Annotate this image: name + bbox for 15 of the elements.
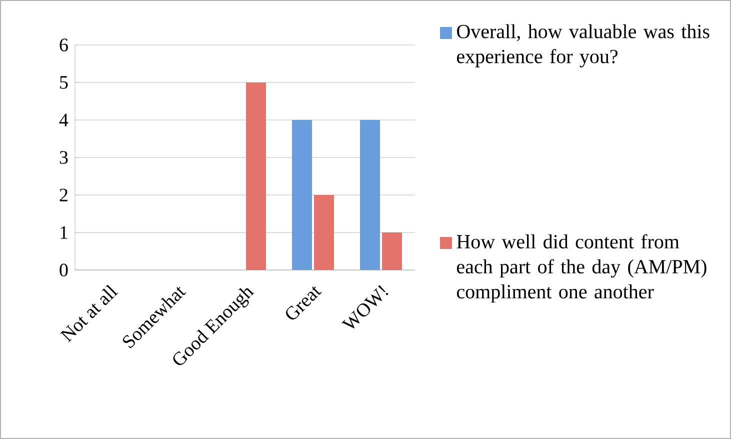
bar bbox=[292, 120, 312, 270]
y-tick-label: 0 bbox=[60, 264, 68, 276]
legend-label: How well did content from each part of the day (AM/PM) compliment one another bbox=[456, 234, 706, 303]
bar bbox=[314, 194, 334, 270]
x-tick-label: Not at all bbox=[60, 284, 118, 342]
y-tick-label: 1 bbox=[60, 226, 68, 239]
y-tick-label: 2 bbox=[60, 188, 68, 202]
bar bbox=[246, 82, 266, 270]
bar bbox=[382, 232, 402, 270]
bar bbox=[360, 120, 380, 270]
legend-label: Overall, how valuable was this experience for you? bbox=[456, 24, 710, 68]
y-tick-label: 3 bbox=[60, 151, 68, 164]
y-tick-label: 6 bbox=[60, 38, 68, 52]
y-tick-label: 4 bbox=[59, 114, 68, 126]
y-tick-label: 5 bbox=[60, 76, 68, 89]
